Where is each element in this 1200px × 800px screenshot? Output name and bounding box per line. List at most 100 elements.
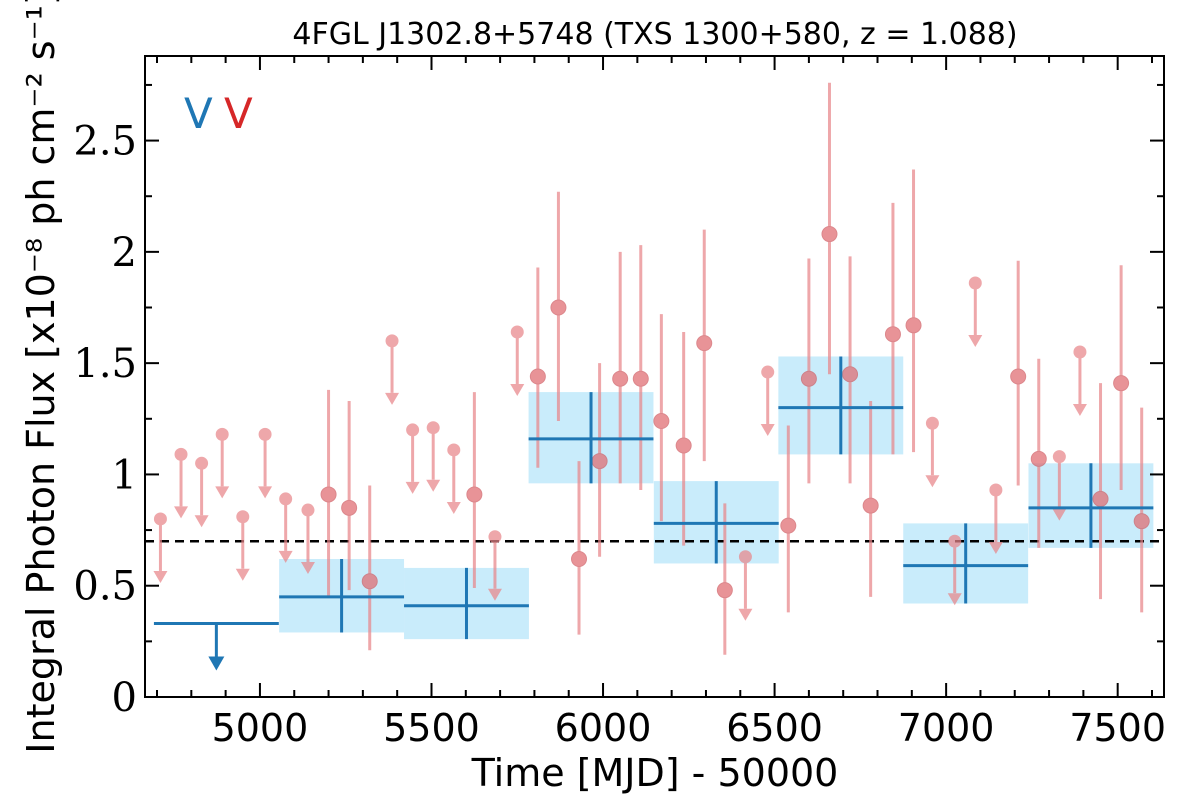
upper-limit-arrowhead	[300, 562, 315, 575]
short-bin-point	[696, 229, 713, 462]
short-bin-point	[1010, 260, 1027, 486]
short-bin-upper-limit	[947, 534, 962, 606]
upper-limit-arrowhead	[405, 481, 420, 494]
long-bin-point	[903, 523, 1029, 604]
y-tick-label: 1	[112, 452, 137, 498]
short-bin-upper-limit	[300, 503, 315, 575]
upper-limit-arrowhead	[1072, 404, 1087, 417]
long-bin-point	[1028, 463, 1154, 548]
data-point	[1113, 375, 1130, 392]
data-point	[696, 335, 713, 352]
long-bin-point	[528, 392, 654, 484]
short-bin-point	[862, 400, 879, 597]
short-bin-point	[653, 314, 670, 522]
data-point	[1092, 490, 1109, 507]
short-bin-point	[341, 400, 358, 591]
plot-frame	[144, 55, 1165, 698]
short-bin-upper-limit	[988, 483, 1003, 555]
y-tick-label: 0.5	[73, 564, 137, 610]
data-point	[862, 497, 879, 514]
x-tick-label: 5000	[212, 706, 309, 750]
short-bin-upper-limit	[426, 421, 441, 492]
upper-limit-arrowhead	[258, 486, 273, 499]
upper-limit-marker	[174, 447, 188, 461]
upper-limit-marker	[948, 534, 962, 548]
data-point	[571, 551, 588, 568]
long-bin-point	[778, 356, 904, 455]
upper-limit-marker	[301, 503, 315, 517]
upper-limit-marker	[989, 483, 1003, 497]
plot-axes	[144, 55, 1165, 698]
upper-limit-arrowhead	[208, 656, 225, 671]
long-bin-point	[279, 559, 405, 633]
upper-limit-marker	[968, 276, 982, 290]
short-bin-upper-limit	[278, 492, 293, 563]
upper-limit-marker	[761, 365, 775, 379]
short-bin-point	[571, 461, 588, 635]
data-point	[800, 370, 817, 387]
short-bin-upper-limit	[405, 423, 420, 494]
upper-limit-arrowhead	[174, 506, 189, 519]
data-point	[1133, 513, 1150, 530]
upper-limit-marker	[925, 416, 939, 430]
upper-limit-marker	[215, 427, 229, 441]
upper-limit-arrowhead	[153, 570, 168, 583]
data-point	[550, 299, 567, 316]
upper-limit-arrowhead	[446, 501, 461, 514]
y-axis-title: Integral Photon Flux [x10⁻⁸ ph cm⁻² s⁻¹]	[19, 0, 63, 754]
data-point	[1010, 368, 1027, 385]
upper-limit-arrowhead	[487, 588, 502, 601]
upper-limit-arrowhead	[215, 486, 230, 499]
data-point	[466, 486, 483, 503]
upper-limit-marker	[258, 427, 272, 441]
upper-limit-arrowhead	[1052, 508, 1067, 521]
short-bin-point	[1030, 358, 1047, 548]
short-bin-point	[466, 392, 483, 588]
upper-limit-marker	[488, 530, 502, 544]
upper-limit-arrowhead	[426, 479, 441, 492]
upper-limit-arrowhead	[925, 475, 940, 488]
short-bin-upper-limit	[258, 427, 273, 499]
data-point	[612, 370, 629, 387]
short-bin-point	[632, 245, 649, 491]
short-bin-upper-limit	[235, 510, 250, 581]
upper-limit-marker	[426, 421, 440, 435]
upper-limit-marker	[1052, 450, 1066, 464]
data-point	[905, 317, 922, 334]
short-bin-point	[884, 202, 901, 455]
upper-limit-arrowhead	[947, 593, 962, 606]
short-bin-upper-limit	[510, 325, 525, 396]
axis-ticks: 5000 5500 6000 6500 7000 7500 0 0.5 1 1.5 2 2.5	[73, 56, 1166, 750]
y-tick-label: 1.5	[73, 341, 137, 387]
data-point	[884, 326, 901, 343]
short-bin-point	[361, 485, 378, 651]
y-tick-label: 2	[112, 230, 137, 276]
x-tick-label: 6500	[726, 706, 823, 750]
long-bin-point	[653, 481, 779, 564]
short-bin-upper-limit	[194, 456, 209, 528]
short-bin-upper-limit	[153, 512, 168, 583]
data-point	[361, 573, 378, 590]
short-bin-point	[800, 258, 817, 484]
short-bin-point	[780, 425, 797, 613]
short-bin-upper-limit	[1052, 450, 1067, 521]
data-point	[591, 453, 608, 470]
short-bin-point	[675, 331, 692, 546]
data-point	[780, 517, 797, 534]
upper-limit-arrowhead	[194, 515, 209, 528]
data-point	[529, 368, 546, 385]
upper-limit-marker	[236, 510, 250, 524]
upper-limit-marker	[447, 443, 461, 457]
data-point	[1030, 450, 1047, 467]
upper-limit-marker	[153, 512, 167, 526]
upper-limit-arrowhead	[278, 550, 293, 563]
upper-limit-arrowhead	[760, 424, 775, 437]
data-point	[320, 486, 337, 503]
data-point	[675, 437, 692, 454]
short-bin-upper-limit	[760, 365, 775, 437]
long-bin-point	[404, 567, 529, 640]
x-tick-label: 6000	[555, 706, 652, 750]
upper-limit-marker	[1073, 345, 1087, 359]
upper-limit-marker	[406, 423, 420, 437]
